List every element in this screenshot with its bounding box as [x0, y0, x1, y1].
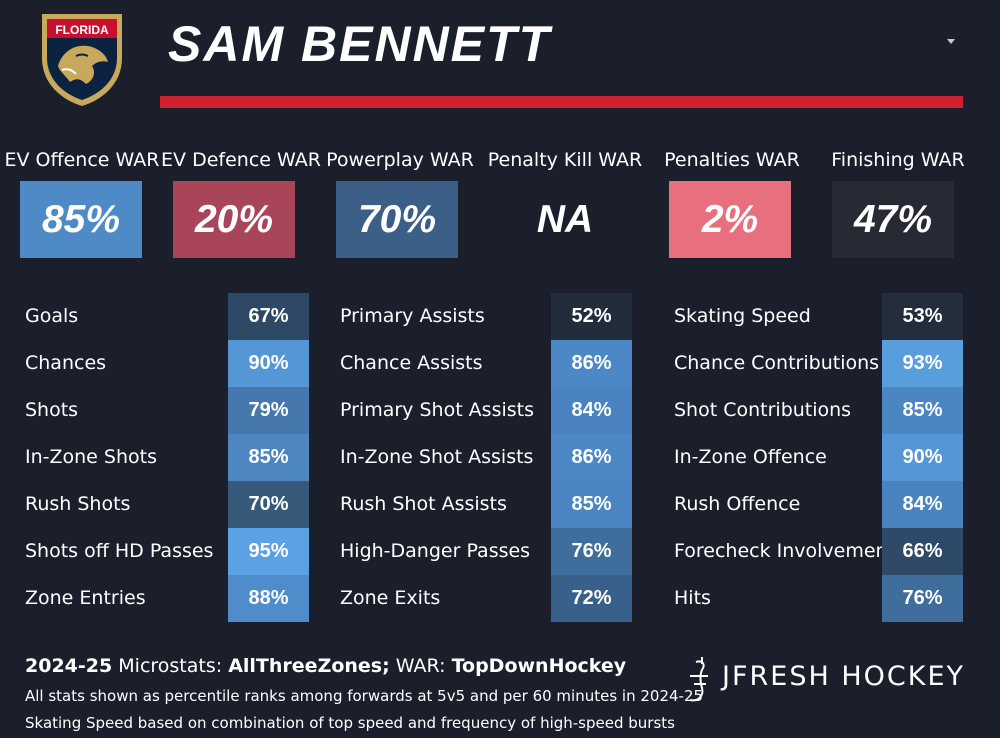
stat-value: 70% [228, 481, 309, 528]
stat-label: Rush Offence [674, 493, 801, 515]
war-label-penalties: Penalties WAR [664, 149, 800, 171]
stat-value: 85% [882, 387, 963, 434]
stat-value: 79% [228, 387, 309, 434]
stat-value: 76% [882, 575, 963, 622]
logo-text: FLORIDA [55, 23, 109, 37]
stat-label: Forecheck Involvement [674, 540, 896, 562]
stat-label: Primary Assists [340, 305, 485, 327]
stat-label: Goals [25, 305, 79, 327]
footer-sources: 2024-25 Microstats: AllThreeZones; WAR: … [25, 652, 626, 680]
stat-label: Shot Contributions [674, 399, 852, 421]
stat-value: 86% [551, 434, 632, 481]
stat-value: 76% [551, 528, 632, 575]
stat-label: Skating Speed [674, 305, 811, 327]
stat-label: Chance Assists [340, 352, 483, 374]
footer-war-label: WAR: [395, 655, 446, 677]
stat-label: Chances [25, 352, 107, 374]
footer-war-source: TopDownHockey [451, 655, 627, 677]
footer-season: 2024-25 [25, 655, 113, 677]
stat-label: Shots [25, 399, 79, 421]
stat-value: 90% [882, 434, 963, 481]
stat-label: Shots off HD Passes [25, 540, 214, 562]
jfresh-logo-icon [689, 657, 708, 702]
team-logo: FLORIDA [42, 14, 122, 106]
stat-value: 84% [551, 387, 632, 434]
stat-value: 52% [551, 293, 632, 340]
stat-value: 67% [228, 293, 309, 340]
stat-value: 72% [551, 575, 632, 622]
war-label-ev-defence: EV Defence WAR [161, 149, 321, 171]
war-box-ev-offence: 85% [20, 181, 142, 258]
footer-microstats-source: AllThreeZones; [228, 655, 390, 677]
stat-value: 95% [228, 528, 309, 575]
stat-label: Rush Shot Assists [340, 493, 507, 515]
war-box-powerplay: 70% [336, 181, 458, 258]
war-box-finishing: 47% [832, 181, 954, 258]
stat-value: 85% [551, 481, 632, 528]
stat-label: Zone Entries [25, 587, 146, 609]
brand-name: JFRESH HOCKEY [722, 661, 966, 692]
stat-label: Chance Contributions [674, 352, 880, 374]
war-label-ev-offence: EV Offence WAR [4, 149, 160, 171]
war-label-penalty-kill: Penalty Kill WAR [487, 149, 643, 171]
stat-value: 86% [551, 340, 632, 387]
stat-value: 90% [228, 340, 309, 387]
war-label-finishing: Finishing WAR [831, 149, 965, 171]
war-box-ev-defence: 20% [173, 181, 295, 258]
footer-note-percentile: All stats shown as percentile ranks amon… [25, 687, 704, 705]
stat-label: In-Zone Offence [674, 446, 827, 468]
stat-value: 88% [228, 575, 309, 622]
stat-label: In-Zone Shot Assists [340, 446, 534, 468]
war-box-penalties: 2% [669, 181, 791, 258]
stat-label: In-Zone Shots [25, 446, 157, 468]
stat-label: Primary Shot Assists [340, 399, 534, 421]
footer-microstats-label: Microstats: [118, 655, 223, 677]
stat-value: 93% [882, 340, 963, 387]
stat-value: 53% [882, 293, 963, 340]
caret-down-icon[interactable] [946, 38, 956, 46]
war-box-penalty-kill: NA [504, 181, 626, 258]
stat-label: Rush Shots [25, 493, 131, 515]
stat-label: Zone Exits [340, 587, 441, 609]
stat-label: High-Danger Passes [340, 540, 531, 562]
header-accent-bar [160, 96, 963, 108]
stat-label: Hits [674, 587, 711, 609]
player-name: SAM BENNETT [168, 16, 552, 72]
footer-note-skating: Skating Speed based on combination of to… [25, 714, 675, 732]
stat-value: 66% [882, 528, 963, 575]
stat-value: 85% [228, 434, 309, 481]
war-label-powerplay: Powerplay WAR [326, 149, 474, 171]
stat-value: 84% [882, 481, 963, 528]
